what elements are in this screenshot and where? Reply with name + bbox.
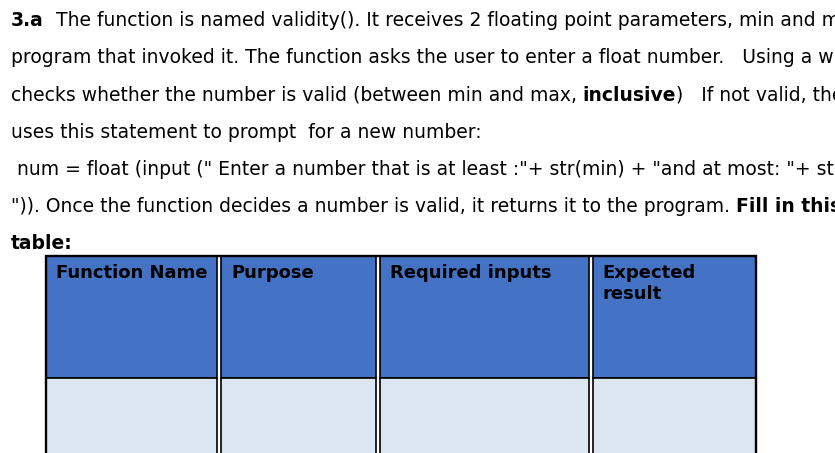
Text: Expected
result: Expected result bbox=[603, 264, 696, 303]
Text: Fill in this function: Fill in this function bbox=[736, 197, 835, 216]
Bar bbox=[221, 256, 376, 378]
Text: )   If not valid, the while loop: ) If not valid, the while loop bbox=[676, 86, 835, 105]
Text: program that invoked it. The function asks the user to enter a float number.   U: program that invoked it. The function as… bbox=[11, 48, 835, 67]
Text: num = float (input (" Enter a number that is at least :"+ str(min) + "and at mos: num = float (input (" Enter a number tha… bbox=[11, 160, 835, 179]
Text: Purpose: Purpose bbox=[231, 264, 314, 282]
Bar bbox=[46, 256, 217, 378]
Bar bbox=[380, 256, 589, 378]
Text: ")). Once the function decides a number is valid, it returns it to the program.: ")). Once the function decides a number … bbox=[11, 197, 736, 216]
Text: table:: table: bbox=[11, 234, 73, 253]
Text: Function Name: Function Name bbox=[56, 264, 207, 282]
Text: 3.a: 3.a bbox=[11, 11, 43, 30]
Bar bbox=[380, 378, 589, 453]
Bar bbox=[221, 378, 376, 453]
Text: checks whether the number is valid (between min and max,: checks whether the number is valid (betw… bbox=[11, 86, 583, 105]
Text: uses this statement to prompt  for a new number:: uses this statement to prompt for a new … bbox=[11, 123, 482, 142]
Bar bbox=[46, 256, 756, 453]
Bar bbox=[593, 256, 756, 378]
Text: The function is named validity(). It receives 2 floating point parameters, min a: The function is named validity(). It rec… bbox=[43, 11, 835, 30]
Bar bbox=[46, 378, 217, 453]
Bar bbox=[593, 378, 756, 453]
Text: Required inputs: Required inputs bbox=[390, 264, 551, 282]
Text: inclusive: inclusive bbox=[583, 86, 676, 105]
